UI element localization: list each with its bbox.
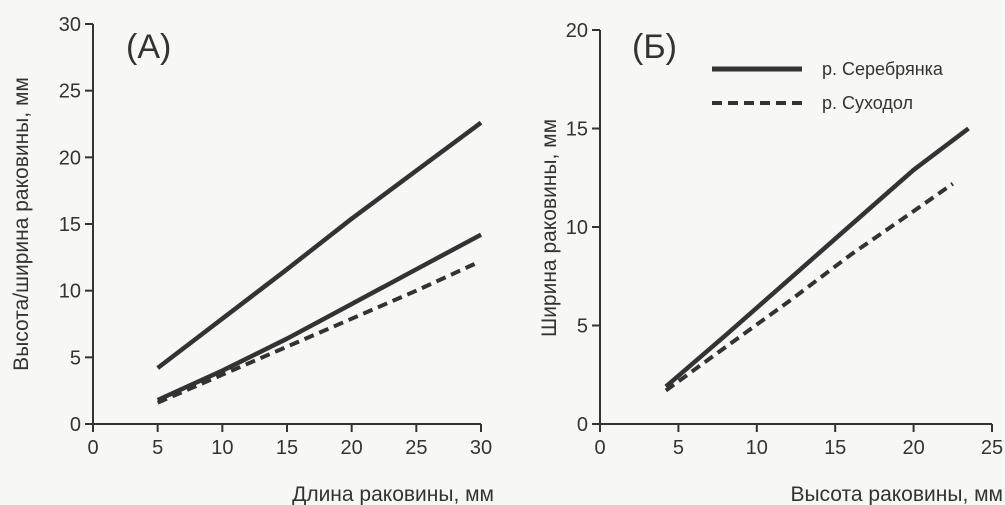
panel-a-x-axis-title: Длина раковины, мм bbox=[292, 483, 494, 505]
panel-b-y-tick-label: 20 bbox=[566, 20, 588, 42]
panel-b-x-tick-label: 5 bbox=[673, 437, 684, 459]
panel-a-series-group bbox=[156, 120, 483, 405]
panel-a-y-tick-label: 5 bbox=[70, 347, 81, 369]
legend-label-sukhodol: р. Суходол bbox=[822, 93, 913, 113]
panel-b-x-tick-label: 0 bbox=[594, 437, 605, 459]
panel-b-x-tick-label: 25 bbox=[981, 437, 1003, 459]
panel-a-y-tick-label: 25 bbox=[59, 81, 81, 103]
panel-b-series-line-1 bbox=[664, 126, 970, 389]
panel-b-x-tick-label: 20 bbox=[902, 437, 924, 459]
panel-a-y-tick-label: 10 bbox=[59, 281, 81, 303]
panel-a-x-tick-label: 0 bbox=[87, 437, 98, 459]
panel-a-x-tick-label: 10 bbox=[211, 437, 233, 459]
panel-b-y-tick-label: 0 bbox=[577, 414, 588, 436]
legend-label-serebryanka: р. Серебрянка bbox=[822, 59, 944, 79]
panel-b-series-group bbox=[664, 126, 970, 393]
panel-a-x-tick-label: 15 bbox=[276, 437, 298, 459]
panel-a-series-line-2 bbox=[156, 232, 483, 403]
panel-a-x-tick-label: 20 bbox=[341, 437, 363, 459]
panel-b-series-line-2 bbox=[664, 182, 954, 393]
panel-a-y-tick-label: 15 bbox=[59, 214, 81, 236]
panel-a-x-tick-label: 25 bbox=[405, 437, 427, 459]
panel-a-series-line-3 bbox=[156, 262, 476, 405]
panel-b-x-tick-label: 15 bbox=[824, 437, 846, 459]
panel-a-x-tick-label: 30 bbox=[470, 437, 492, 459]
panel-b-y-axis-title: Ширина раковины, мм bbox=[538, 119, 561, 337]
panel-b-x-axis-title: Высота раковины, мм bbox=[790, 483, 1003, 505]
panel-a-ticks: 0 5 10 15 20 25 30 0 5 10 15 20 25 30 bbox=[59, 14, 492, 459]
panel-a-y-tick-label: 30 bbox=[59, 14, 81, 36]
panel-b-ticks: 0 5 10 15 20 25 0 5 10 15 20 bbox=[566, 20, 1003, 459]
panel-b-x-tick-label: 10 bbox=[746, 437, 768, 459]
panel-b-y-tick-label: 10 bbox=[566, 217, 588, 239]
panel-a-y-axis-title: Высота/ширина раковины, мм bbox=[10, 77, 33, 371]
panel-a-y-tick-label: 20 bbox=[59, 147, 81, 169]
panel-b-y-tick-label: 15 bbox=[566, 119, 588, 141]
panel-a-series-line-1 bbox=[156, 120, 483, 370]
panel-a-y-tick-label: 0 bbox=[70, 414, 81, 436]
panel-b: 0 5 10 15 20 25 0 5 10 15 20 (Б) Высота раковины, … bbox=[538, 20, 1003, 505]
legend: р. Серебрянка р. Суходол bbox=[712, 59, 944, 113]
panel-b-label: (Б) bbox=[632, 28, 677, 66]
panel-a-label: (A) bbox=[126, 28, 171, 66]
panel-b-y-tick-label: 5 bbox=[577, 316, 588, 338]
panel-a: 0 5 10 15 20 25 30 0 5 10 15 20 25 30 (A) Длина раков… bbox=[10, 14, 494, 505]
panel-a-x-tick-label: 5 bbox=[152, 437, 163, 459]
